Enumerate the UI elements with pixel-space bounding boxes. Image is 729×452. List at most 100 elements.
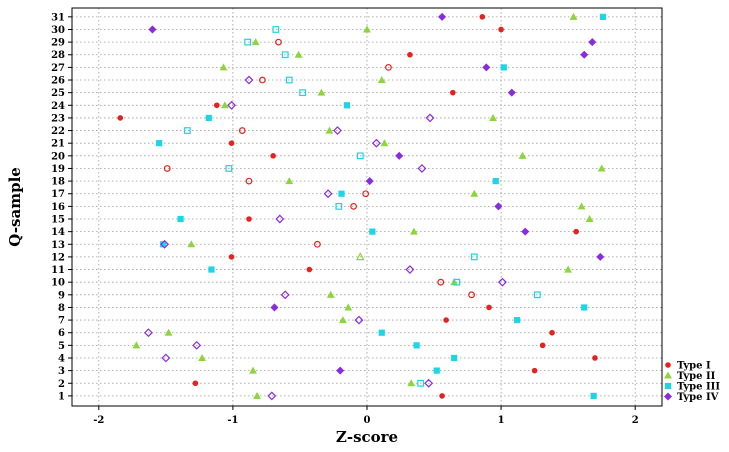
point-type-iii bbox=[244, 38, 252, 46]
legend-marker-type-ii bbox=[664, 371, 672, 379]
point-type-iii bbox=[500, 64, 507, 71]
y-tick-label: 7 bbox=[58, 316, 65, 327]
point-type-iii bbox=[285, 76, 293, 84]
point-type-i bbox=[214, 102, 220, 109]
legend-label-type-i: Type I bbox=[677, 361, 711, 372]
point-type-i bbox=[439, 393, 445, 399]
x-tick-label: -1 bbox=[227, 415, 238, 426]
point-type-iv bbox=[424, 378, 434, 388]
point-type-iv bbox=[354, 315, 364, 325]
y-tick-label: 31 bbox=[51, 12, 65, 23]
data-points bbox=[117, 12, 607, 401]
y-tick-label: 3 bbox=[58, 366, 65, 377]
y-tick-label: 22 bbox=[51, 126, 65, 137]
y-tick-label: 12 bbox=[51, 252, 65, 263]
point-type-ii bbox=[294, 50, 303, 58]
x-tick-label: -2 bbox=[93, 415, 104, 426]
y-tick-label: 30 bbox=[51, 25, 65, 36]
point-type-iv bbox=[596, 252, 605, 261]
point-type-i bbox=[539, 342, 546, 349]
y-tick-label: 10 bbox=[51, 278, 65, 289]
series-type-iii bbox=[156, 13, 607, 399]
point-type-iv bbox=[438, 12, 447, 21]
point-type-ii bbox=[220, 101, 229, 109]
point-type-iv bbox=[395, 151, 404, 160]
point-type-iv bbox=[425, 113, 435, 123]
point-type-ii bbox=[253, 391, 261, 399]
legend-marker-type-i bbox=[665, 362, 671, 368]
point-type-ii bbox=[325, 126, 334, 134]
point-type-i bbox=[468, 291, 475, 299]
point-type-ii bbox=[344, 303, 353, 311]
point-type-ii bbox=[569, 12, 578, 20]
point-type-i bbox=[498, 26, 504, 33]
point-type-iv bbox=[497, 277, 507, 287]
point-type-iii bbox=[335, 202, 343, 210]
point-type-i bbox=[275, 38, 282, 46]
point-type-ii bbox=[285, 177, 294, 185]
point-type-i bbox=[531, 367, 538, 374]
x-axis-ticks: -2 -1 0 1 2 bbox=[93, 406, 639, 426]
point-type-iii bbox=[413, 342, 420, 349]
point-type-iii bbox=[281, 51, 289, 59]
point-type-iii bbox=[599, 13, 607, 20]
point-type-ii bbox=[187, 240, 196, 248]
point-type-iii bbox=[492, 177, 499, 185]
point-type-iii bbox=[156, 140, 163, 147]
point-type-iv bbox=[333, 126, 342, 136]
point-type-ii bbox=[249, 366, 257, 374]
point-type-iv bbox=[244, 75, 254, 85]
point-type-i bbox=[163, 165, 171, 172]
y-tick-label: 24 bbox=[51, 101, 65, 112]
point-type-iii bbox=[299, 89, 307, 97]
y-tick-label: 18 bbox=[51, 177, 65, 188]
point-type-i bbox=[117, 115, 124, 121]
point-type-iii bbox=[590, 392, 597, 399]
y-tick-label: 14 bbox=[51, 227, 65, 238]
point-type-ii bbox=[597, 164, 606, 172]
y-axis-ticks: 1234567891011121314151617181920212223242… bbox=[51, 12, 72, 402]
point-type-i bbox=[549, 329, 555, 336]
point-type-i bbox=[192, 380, 199, 387]
point-type-i bbox=[592, 355, 598, 361]
point-type-ii bbox=[470, 189, 479, 197]
y-tick-label: 8 bbox=[58, 303, 65, 314]
point-type-iv bbox=[405, 265, 415, 274]
point-type-iii bbox=[369, 228, 376, 235]
point-type-iii bbox=[514, 316, 521, 324]
point-type-ii bbox=[219, 63, 228, 71]
point-type-iv bbox=[417, 164, 427, 173]
point-type-iii bbox=[356, 152, 364, 160]
point-type-iv bbox=[161, 353, 171, 363]
point-type-ii bbox=[338, 316, 347, 324]
legend-label-type-iii: Type III bbox=[677, 382, 720, 393]
point-type-iii bbox=[451, 354, 458, 362]
point-type-i bbox=[450, 89, 456, 96]
y-tick-label: 16 bbox=[51, 202, 65, 213]
point-type-iii bbox=[205, 114, 212, 122]
point-type-iii bbox=[433, 367, 440, 374]
y-tick-label: 25 bbox=[51, 88, 65, 99]
series-type-i bbox=[117, 14, 598, 399]
point-type-iii bbox=[177, 215, 184, 223]
point-type-i bbox=[486, 304, 492, 311]
point-type-ii bbox=[317, 88, 326, 96]
point-type-iv bbox=[275, 214, 285, 224]
y-axis-title: Q-sample bbox=[6, 167, 24, 247]
point-type-iv bbox=[267, 391, 277, 401]
point-type-i bbox=[270, 153, 276, 159]
point-type-ii bbox=[355, 252, 365, 261]
point-type-ii bbox=[489, 113, 497, 121]
point-type-iii bbox=[183, 127, 191, 134]
y-tick-label: 5 bbox=[58, 341, 65, 352]
point-type-i bbox=[306, 266, 313, 273]
y-tick-label: 2 bbox=[58, 379, 65, 390]
point-type-iv bbox=[336, 366, 345, 375]
point-type-iii bbox=[417, 379, 425, 387]
point-type-iv bbox=[365, 177, 374, 186]
x-tick-label: 1 bbox=[498, 415, 505, 426]
point-type-iii bbox=[453, 278, 461, 286]
y-tick-label: 11 bbox=[51, 265, 65, 276]
